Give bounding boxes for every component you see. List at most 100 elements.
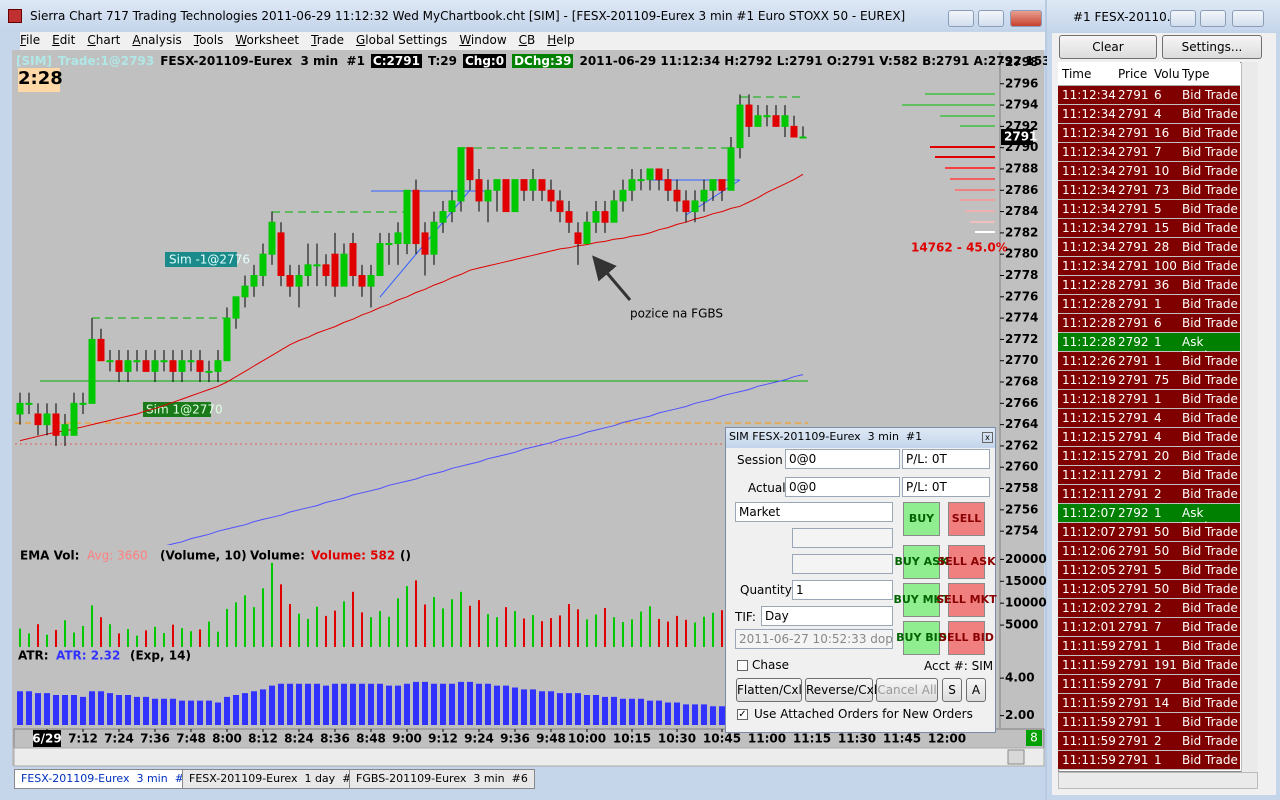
buy-ask[interactable]: BUY ASK	[894, 545, 949, 579]
volume-bar	[522, 618, 525, 647]
menu-item[interactable]: Worksheet	[235, 33, 300, 47]
atr-bar	[682, 704, 689, 725]
atr-bar	[520, 689, 527, 725]
settings[interactable]: Settings...	[1162, 35, 1262, 59]
cell: 2791	[1118, 373, 1149, 387]
cell: 36	[1154, 278, 1170, 292]
x-tick-label: 8:48	[356, 732, 386, 746]
x-tick-label: 9:00	[392, 732, 422, 746]
ts-hscroll[interactable]	[1058, 772, 1258, 789]
order-tag	[165, 252, 237, 267]
ts-scrollbar[interactable]	[1241, 62, 1258, 772]
atr-bar	[394, 685, 401, 725]
atr-bar	[313, 683, 320, 725]
atr-bar	[421, 681, 428, 725]
scroll-thumb[interactable]	[1007, 749, 1025, 765]
tab[interactable]: FESX-201109-Eurex 1 day #2	[182, 769, 366, 789]
minimize[interactable]	[948, 10, 974, 27]
atr-bar	[457, 681, 464, 725]
cell: 50	[1154, 582, 1170, 596]
cell: 11:12:07	[1062, 506, 1116, 520]
atr-bar	[358, 683, 365, 725]
order-tag-text: Sim 1@2770	[146, 403, 223, 417]
bar-timer: 2:28	[18, 68, 63, 92]
candle-body	[322, 264, 330, 277]
y-tick-label: 2778	[1005, 268, 1038, 282]
volume-bar	[621, 622, 624, 647]
cell: 2791	[1118, 297, 1149, 311]
candle-body	[646, 168, 654, 181]
atr-bar	[322, 685, 329, 725]
cell: 14	[1154, 696, 1170, 710]
y-tick-label: 2754	[1005, 524, 1038, 538]
atr-bar	[169, 698, 176, 725]
reverse[interactable]: Reverse/Cxl	[805, 678, 877, 702]
change: Chg:0	[462, 53, 507, 68]
checkbox[interactable]	[737, 660, 748, 671]
tab[interactable]: FGBS-201109-Eurex 3 min #6	[349, 769, 535, 789]
daily-change: DChg:39	[512, 53, 574, 68]
volume-bar	[63, 620, 66, 647]
order-close[interactable]: x	[982, 432, 993, 443]
market-depth	[902, 93, 995, 233]
buy[interactable]: BUY	[903, 502, 940, 536]
menu-item[interactable]: File	[20, 33, 41, 47]
cell: 2	[1154, 487, 1162, 501]
s-button[interactable]: S	[942, 678, 962, 702]
tif[interactable]: Day	[761, 606, 893, 626]
cell: Bid Trade	[1182, 354, 1238, 368]
sell-bid[interactable]: SELL BID	[939, 621, 994, 655]
menu-item[interactable]: Chart	[87, 33, 121, 47]
cell: 2791	[1118, 677, 1149, 691]
menu-item[interactable]: Analysis	[132, 33, 182, 47]
y-tick-label: 2756	[1005, 502, 1038, 516]
trade-row: 11:11:59 2791 1 Bid Trade	[1058, 637, 1240, 656]
dashed-levels	[92, 96, 803, 319]
candle-body	[304, 264, 312, 277]
buy-bid[interactable]: BUY BID	[896, 621, 947, 655]
sell-mkt[interactable]: SELL MKT	[936, 583, 997, 617]
y-tick-label: 2796	[1005, 76, 1038, 90]
candle-body	[610, 200, 618, 223]
volume-bar	[234, 602, 237, 647]
close[interactable]	[1232, 10, 1264, 27]
clear[interactable]: Clear	[1059, 35, 1157, 59]
scrollbar[interactable]	[13, 747, 1045, 767]
cell: 2	[1154, 468, 1162, 482]
menu-item[interactable]: Window	[459, 33, 507, 47]
order-type[interactable]: Market	[735, 502, 893, 522]
volume-bar	[351, 591, 354, 647]
volume-bar	[90, 605, 93, 647]
a-button[interactable]: A	[966, 678, 986, 702]
menu-item[interactable]: Help	[547, 33, 575, 47]
flatten[interactable]: Flatten/Cxl	[736, 678, 802, 702]
minimize[interactable]	[1170, 10, 1196, 27]
maximize[interactable]	[978, 10, 1004, 27]
candle-body	[718, 179, 726, 191]
sell-ask[interactable]: SELL ASK	[937, 545, 996, 579]
menu-item[interactable]: CB	[518, 33, 536, 47]
close[interactable]	[1010, 10, 1042, 27]
quantity[interactable]: 1	[792, 580, 893, 600]
y-tick-label: 2766	[1005, 396, 1038, 410]
volume-bar	[333, 610, 336, 647]
candle-body	[349, 243, 357, 276]
menu-item[interactable]: Edit	[52, 33, 76, 47]
trade-row: 11:11:59 2791 2 Bid Trade	[1058, 732, 1240, 751]
buy-mkt[interactable]: BUY MKT	[893, 583, 950, 617]
atr-bar	[412, 681, 419, 725]
trade-row: 11:12:06 2791 50 Bid Trade	[1058, 542, 1240, 561]
maximize[interactable]	[1200, 10, 1226, 27]
cell: 2791	[1118, 582, 1149, 596]
checkbox[interactable]: ✓	[737, 709, 748, 720]
sell[interactable]: SELL	[948, 502, 985, 536]
volume-bar	[153, 626, 156, 647]
menu-item[interactable]: Tools	[193, 33, 224, 47]
tab[interactable]: FESX-201109-Eurex 3 min #1	[14, 769, 198, 789]
menu-item[interactable]: Global Settings	[355, 33, 448, 47]
sim: [SIM]	[16, 53, 53, 68]
label: Chase	[752, 658, 789, 672]
atr-bar	[34, 693, 41, 725]
menu-item[interactable]: Trade	[311, 33, 344, 47]
